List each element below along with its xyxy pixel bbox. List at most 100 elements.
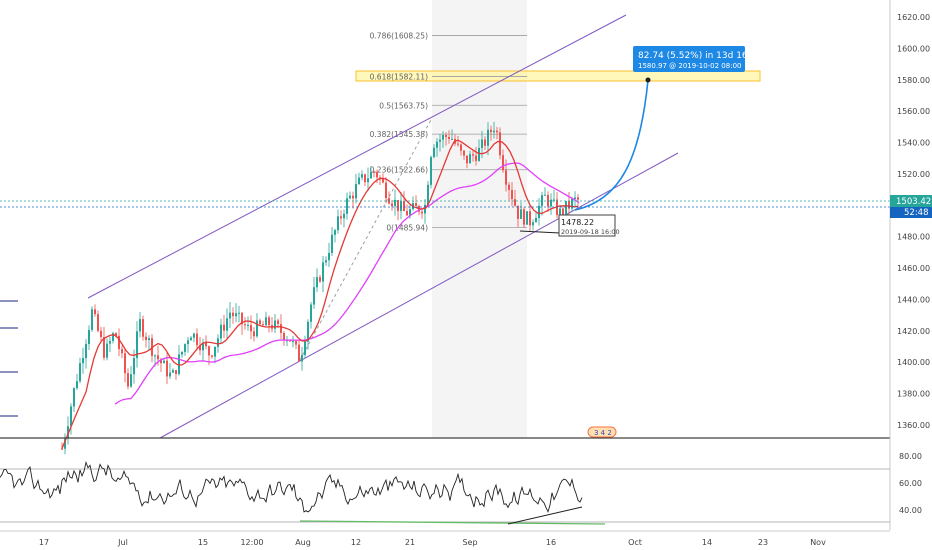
price-tick-label: 1420.00	[897, 327, 930, 336]
candle-body	[382, 178, 384, 183]
svg-text:3 4 2: 3 4 2	[594, 429, 612, 437]
osc-tick-label: 80.00	[899, 452, 922, 461]
candle-body	[148, 338, 150, 341]
candle-body	[211, 355, 213, 357]
candle-body	[355, 184, 357, 199]
channel-upper-line	[87, 14, 627, 299]
candle-body	[247, 325, 249, 327]
candle-body	[157, 355, 159, 360]
price-axis-bg	[890, 0, 932, 530]
candle-body	[280, 324, 282, 333]
candle-body	[184, 344, 186, 352]
candle-body	[154, 355, 156, 357]
candle-body	[121, 349, 123, 354]
candle-body	[463, 150, 465, 156]
moving-average-slow	[114, 162, 580, 405]
candle-body	[319, 277, 321, 282]
price-tick-label: 1560.00	[897, 107, 930, 116]
candle-body	[394, 200, 396, 207]
candle-body	[142, 319, 144, 337]
candle-body	[232, 312, 234, 317]
trend-channel	[87, 14, 679, 439]
candle-body	[544, 194, 546, 196]
candle-body	[238, 312, 240, 314]
candle-body	[367, 178, 369, 183]
oscillator-line	[0, 460, 583, 513]
low-marker-date: 2019-09-18 16:00	[561, 228, 620, 236]
candle-body	[499, 132, 501, 156]
candle-body	[193, 333, 195, 338]
price-tick-label: 1360.00	[897, 421, 930, 430]
candle-body	[523, 209, 525, 225]
candle-body	[253, 331, 255, 337]
candle-body	[400, 201, 402, 212]
candle-body	[100, 330, 102, 338]
candle-body	[70, 406, 72, 427]
candle-body	[226, 318, 228, 331]
osc-tick-label: 60.00	[899, 479, 922, 488]
time-tick-label: 15	[198, 538, 208, 547]
candle-body	[190, 337, 192, 341]
fib-trend-line	[299, 117, 433, 361]
candle-body	[337, 216, 339, 231]
candle-body	[553, 199, 555, 201]
projection-label: 82.74 (5.52%) in 13d 16h 1580.97 @ 2019-…	[633, 46, 753, 72]
candle-body	[187, 340, 189, 345]
time-tick-label: 21	[405, 538, 415, 547]
candle-body	[217, 338, 219, 347]
candle-body	[127, 373, 129, 387]
candle-body	[313, 287, 315, 305]
candle-body	[379, 177, 381, 179]
candle-body	[61, 448, 63, 450]
candle-body	[346, 198, 348, 214]
time-tick-label: Sep	[462, 538, 477, 547]
candle-body	[409, 209, 411, 216]
candle-body	[364, 174, 366, 183]
candle-body	[352, 195, 354, 199]
candle-body	[106, 343, 108, 358]
candle-body	[250, 325, 252, 332]
candle-body	[340, 216, 342, 219]
channel-lower-line	[159, 152, 679, 439]
candle-body	[529, 211, 531, 226]
candle-body	[181, 351, 183, 355]
fib-level-label: 0.236(1522.66)	[370, 166, 428, 175]
event-badge[interactable]: 3 4 2	[587, 426, 617, 438]
candle-body	[85, 343, 87, 359]
candle-body	[145, 336, 147, 341]
candle-body	[559, 208, 561, 216]
countdown-tag	[890, 207, 932, 218]
price-tick-label: 1460.00	[897, 264, 930, 273]
candle-body	[196, 333, 198, 346]
candle-body	[274, 320, 276, 329]
candle-body	[520, 209, 522, 219]
candle-body	[502, 155, 504, 171]
fib-level-label: 0.5(1563.75)	[379, 101, 428, 110]
candle-body	[466, 155, 468, 164]
candle-body	[304, 341, 306, 356]
candle-body	[118, 335, 120, 350]
candle-body	[160, 359, 162, 364]
candle-body	[73, 388, 75, 407]
time-axis[interactable]: 17 Jul 15 12:00 Aug 12 21 Sep 16 Oct 14 23 Nov	[39, 538, 826, 547]
oscillator-axis[interactable]: 80.00 60.00 40.00	[899, 452, 922, 515]
candle-body	[439, 139, 441, 142]
candle-body	[289, 340, 291, 342]
candle-body	[550, 199, 552, 207]
candle-body	[298, 344, 300, 362]
candle-body	[361, 174, 363, 178]
candle-body	[103, 337, 105, 358]
candle-body	[139, 319, 141, 332]
candle-body	[76, 381, 78, 389]
price-tick-label: 1380.00	[897, 390, 930, 399]
candle-body	[391, 203, 393, 207]
candle-body	[178, 354, 180, 375]
candle-body	[262, 324, 264, 326]
candle-body	[535, 217, 537, 223]
time-tick-label: 12:00	[240, 538, 263, 547]
candle-body	[295, 341, 297, 345]
candle-body	[109, 340, 111, 344]
fib-target-box	[355, 70, 761, 82]
candle-body	[97, 314, 99, 331]
